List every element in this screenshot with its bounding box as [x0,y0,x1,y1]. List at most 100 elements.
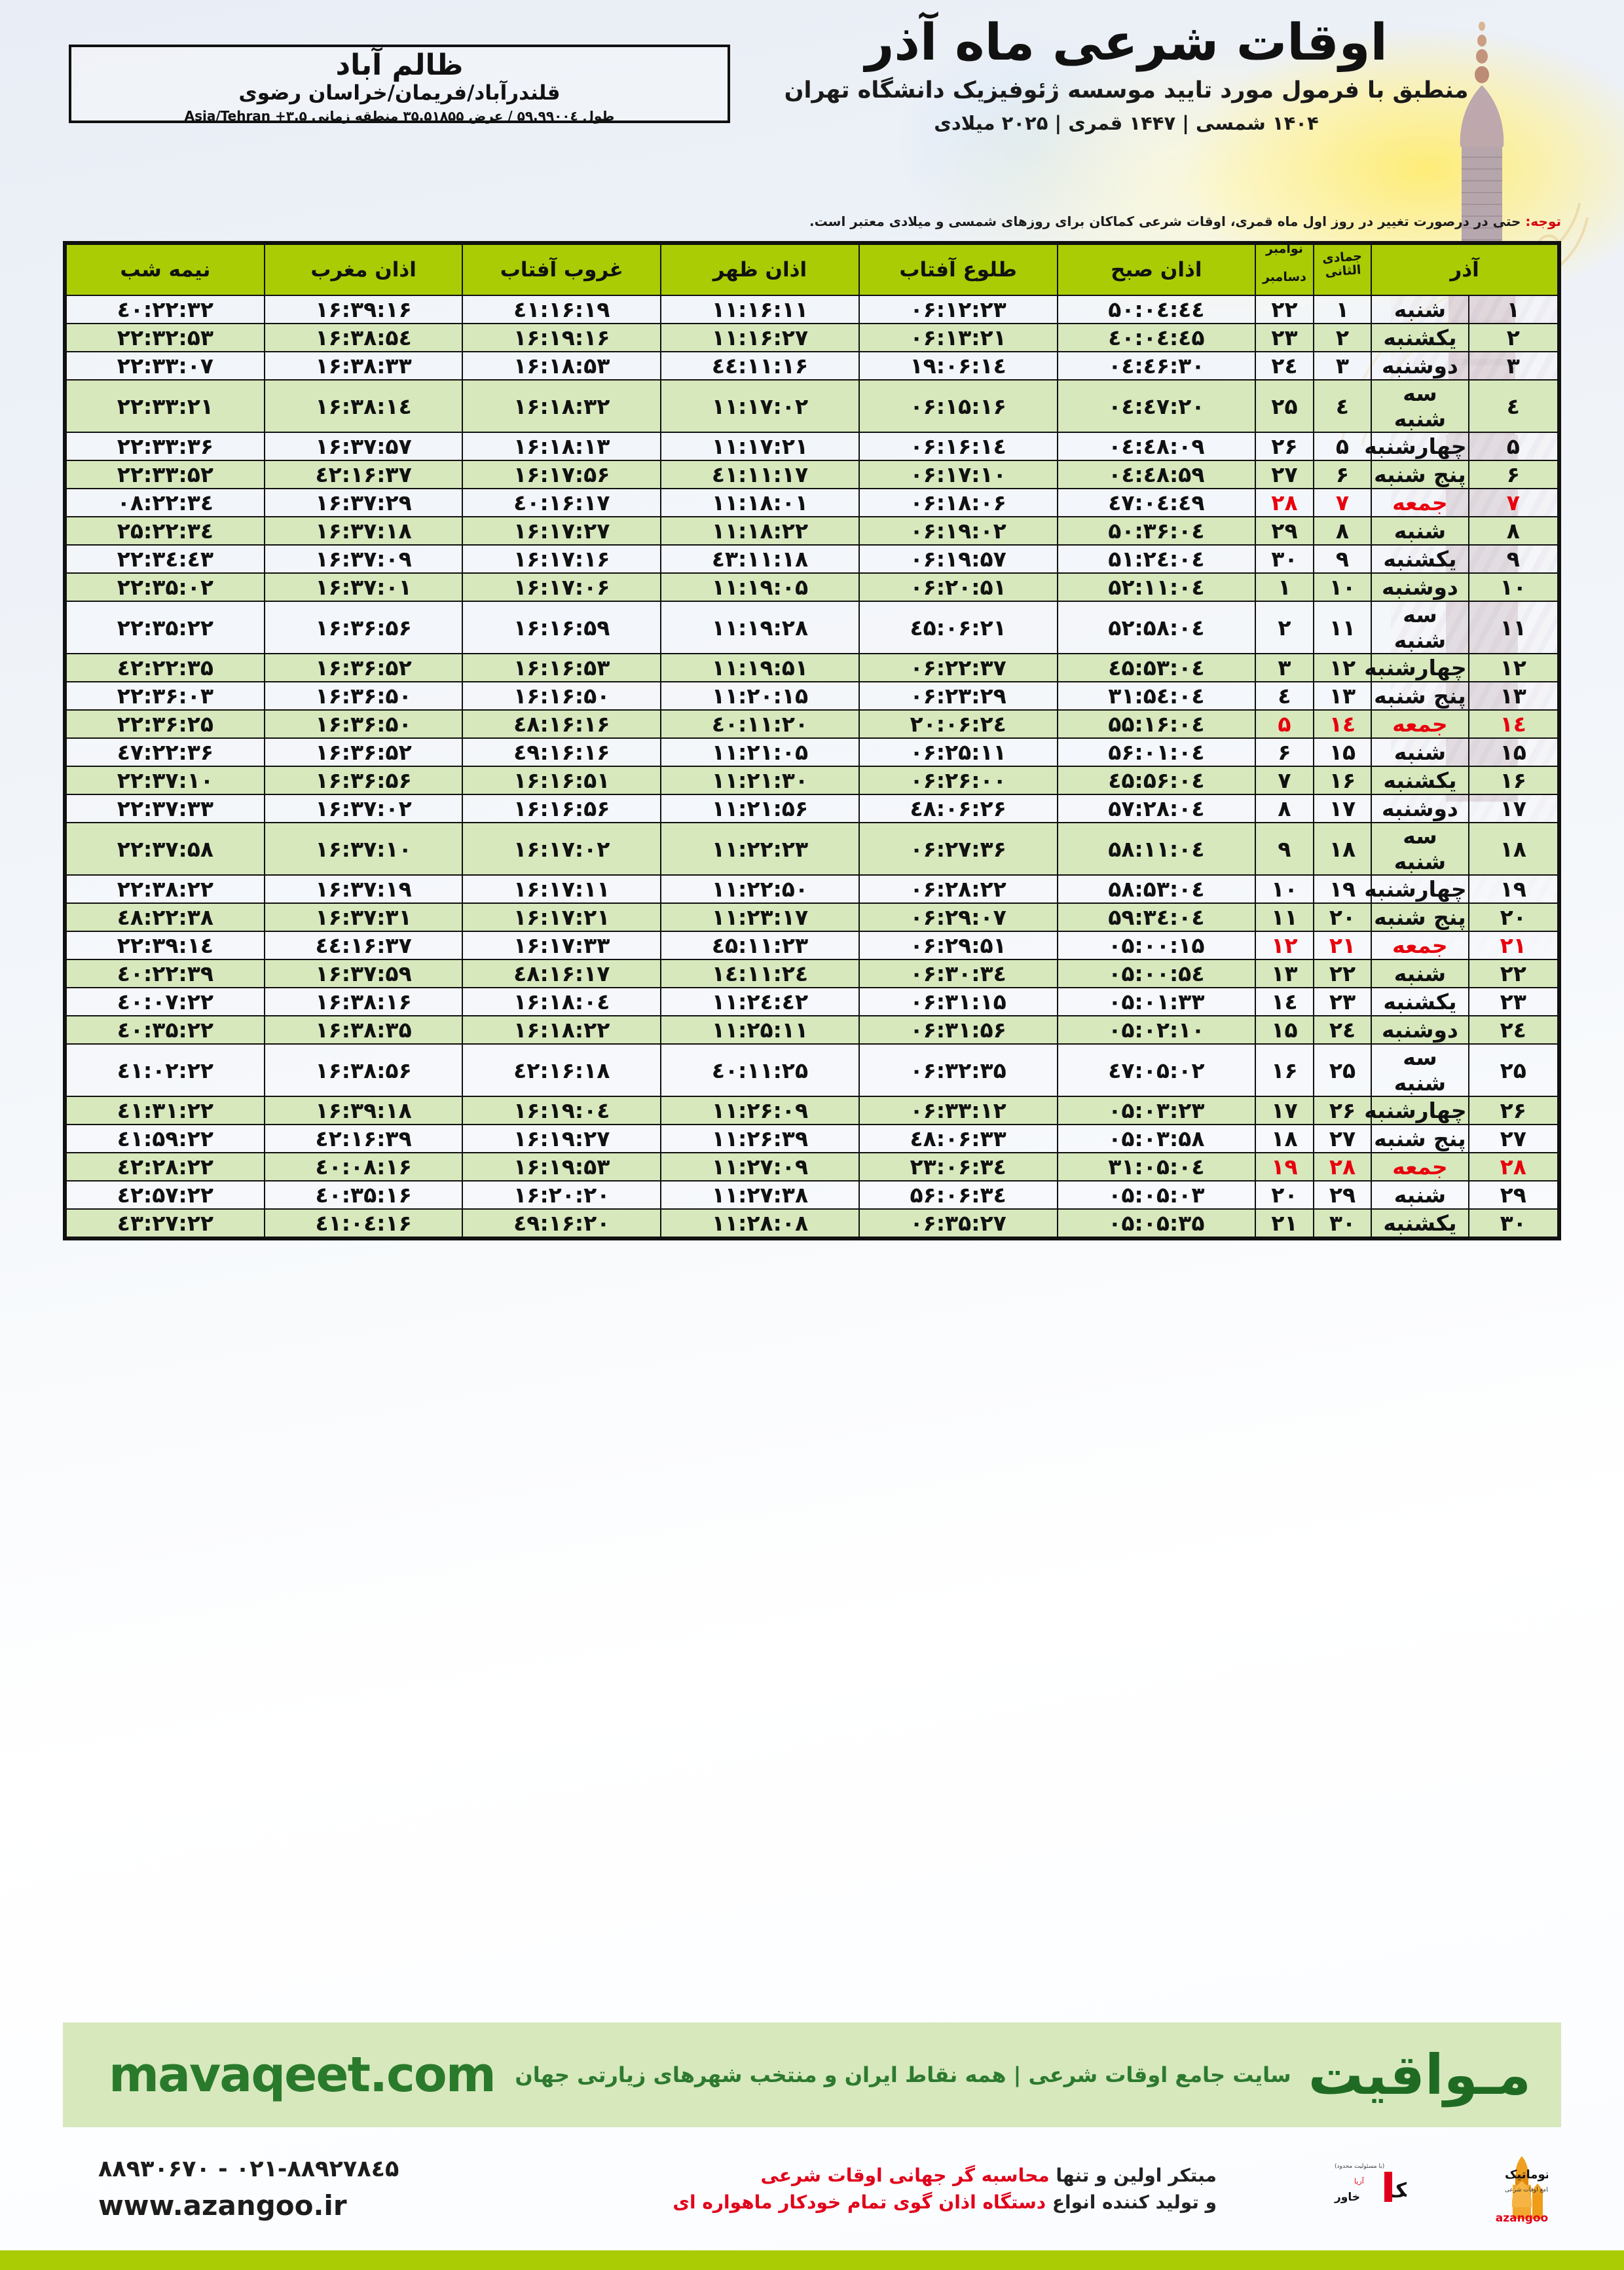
page-header: اوقات شرعی ماه آذر منطبق با فرمول مورد ت… [0,0,1624,196]
cell-sunrise: ۰۶:۱۵:۱۶ [858,379,1058,433]
cell-midnight: ۲۲:۳۸:٤۸ [65,902,265,932]
table-row: ۱۸ سه شنبه ۱۸ ۹ ۰٤:۵۸:۱۱ ۰۶:۲۷:۳۶ ۱۱:۲۲:۲۳ ۱۶:۱… [65,822,1559,876]
cell-dhuhr: ۱۱:۲۱:۵۶ [660,794,860,823]
svg-text:خاور: خاور [1334,2191,1360,2204]
cell-midnight: ۲۲:٤۰:۳۵ [65,1015,265,1045]
cell-maghrib: ۱۶:۳۶:۵۲ [263,653,464,682]
cell-fajr: ۰٤:۵۹:۳٤ [1056,902,1257,932]
cell-hijri-day: ۱۱ [1312,601,1373,654]
cell-persian-day: ۱۹ [1467,874,1559,904]
cell-midnight: ۲۲:۳۸:۲۲ [65,874,265,904]
cell-midnight: ۲۲:۳۹:٤۰ [65,959,265,988]
table-row: ۱۱ سه شنبه ۱۱ ۲ ۰٤:۵۲:۵۸ ۰۶:۲۱:٤۵ ۱۱:۱۹:۲۸ ۱۶:۱… [65,601,1559,654]
table-row: ۹ یکشنبه ۹ ۳۰ ۰٤:۵۱:۲٤ ۰۶:۱۹:۵۷ ۱۱:۱۸:٤۳ ۱۶:۱۷:… [65,544,1559,574]
cell-weekday: سه شنبه [1371,379,1469,433]
cell-hijri-day: ۲ [1312,323,1373,352]
cell-hijri-day: ۲۸ [1312,1152,1373,1182]
cell-hijri-day: ۹ [1312,544,1373,574]
cell-hijri-day: ۱۹ [1312,874,1373,904]
cell-sunset: ۱۶:۱۸:۱۳ [462,432,662,461]
cell-fajr: ۰۵:۰۳:۲۳ [1056,1096,1257,1125]
cell-gregorian-day: ۱۲ [1255,931,1314,960]
cell-gregorian-day: ۲۶ [1255,432,1314,461]
table-row: ۲۳ یکشنبه ۲۳ ۱٤ ۰۵:۰۱:۳۳ ۰۶:۳۱:۱۵ ۱۱:۲٤:٤۲ ۱۶:۱… [65,987,1559,1016]
cell-midnight: ۲۲:٤۱:۵۹ [65,1124,265,1153]
cell-sunrise: ۰۶:۲۶:۰۰ [858,766,1058,795]
cell-fajr: ۰٤:۵۱:۲٤ [1056,544,1257,574]
cell-maghrib: ۱۶:۳۷:۵۹ [263,959,464,988]
cell-weekday: شنبه [1371,1180,1469,1210]
cell-sunrise: ۰۶:۲۲:۳۷ [858,653,1058,682]
cell-gregorian-day: ۶ [1255,737,1314,767]
cell-persian-day: ۱۳ [1467,681,1559,711]
cell-sunset: ۱۶:۲۰:۲۰ [462,1180,662,1210]
cell-hijri-day: ۲۶ [1312,1096,1373,1125]
cell-midnight: ۲۲:۳۲:٤۰ [65,295,265,324]
cell-maghrib: ۱۶:۳۶:۵۰ [263,681,464,711]
cell-weekday: سه شنبه [1371,822,1469,876]
cell-hijri-day: ۷ [1312,488,1373,517]
table-row: ۳۰ یکشنبه ۳۰ ۲۱ ۰۵:۰۵:۳۵ ۰۶:۳۵:۲۷ ۱۱:۲۸:۰۸ ۱۶:۲… [65,1208,1559,1238]
table-body: ۱ شنبه ۱ ۲۲ ۰٤:٤٤:۵۰ ۰۶:۱۲:۲۳ ۱۱:۱۶:۱۱ ۱۶:۱۹:٤۱… [65,295,1559,1238]
cell-sunset: ۱۶:۱۹:۱۶ [462,323,662,352]
cell-fajr: ۰۵:۰۱:۳۳ [1056,987,1257,1016]
cell-midnight: ۲۲:۳۲:۵۳ [65,323,265,352]
cell-sunrise: ۰۶:۱۹:۵۷ [858,544,1058,574]
cell-midnight: ۲۲:۳۳:۰۷ [65,351,265,381]
brand-website[interactable]: mavaqeet.com [109,2047,496,2103]
contact-website[interactable]: www.azangoo.ir [98,2189,347,2222]
cell-sunset: ۱۶:۱۷:۳۳ [462,931,662,960]
cell-weekday: شنبه [1371,737,1469,767]
cell-dhuhr: ۱۱:۱۸:۰۱ [660,488,860,517]
table-row: ۱۲ چهارشنبه ۱۲ ۳ ۰٤:۵۳:٤۵ ۰۶:۲۲:۳۷ ۱۱:۱۹:۵۱ ۱۶:… [65,653,1559,682]
cell-midnight: ۲۲:۳۷:۵۸ [65,822,265,876]
cell-sunset: ۱۶:۱۸:۲۲ [462,1015,662,1045]
cell-midnight: ۲۲:۳۳:۳۶ [65,432,265,461]
table-row: ۲۰ پنج شنبه ۲۰ ۱۱ ۰٤:۵۹:۳٤ ۰۶:۲۹:۰۷ ۱۱:۲۳:۱۷ ۱۶… [65,902,1559,932]
col-header-dhuhr: اذان ظهر [660,244,860,296]
cell-sunset: ۱۶:۱۷:٤۰ [462,488,662,517]
location-city: ظالم آباد [335,48,464,82]
cell-weekday: یکشنبه [1371,323,1469,352]
cell-sunrise: ۰۶:۱۹:۰۲ [858,516,1058,546]
cell-persian-day: ۲۸ [1467,1152,1559,1182]
cell-persian-day: ۵ [1467,432,1559,461]
cell-maghrib: ۱۶:۳۸:۱۶ [263,987,464,1016]
cell-gregorian-day: ۱۵ [1255,1015,1314,1045]
cell-gregorian-day: ۸ [1255,794,1314,823]
cell-weekday: دوشنبه [1371,572,1469,602]
cell-fajr: ۰۵:۰۲:۱۰ [1056,1015,1257,1045]
table-row: ۲۶ چهارشنبه ۲۶ ۱۷ ۰۵:۰۳:۲۳ ۰۶:۳۳:۱۲ ۱۱:۲۶:۰۹ ۱۶… [65,1096,1559,1125]
cell-midnight: ۲۲:۳۶:۰۳ [65,681,265,711]
cell-fajr: ۰٤:٤٤:۵۰ [1056,295,1257,324]
cell-dhuhr: ۱۱:۲۵:۱۱ [660,1015,860,1045]
cell-midnight: ۲۲:۳۹:۱٤ [65,931,265,960]
cell-persian-day: ٤ [1467,379,1559,433]
rayaneek-logo-icon: رایانیک خاور آریا (با مسئولیت محدود) [1256,2153,1455,2225]
cell-midnight: ۲۲:٤۱:۰۲ [65,1043,265,1097]
cell-sunset: ۱۶:۱۶:۵۶ [462,794,662,823]
cell-sunset: ۱۶:۱۹:۵۳ [462,1152,662,1182]
col-header-gregorian: نوامبر دسامبر [1255,242,1314,296]
cell-gregorian-day: ۲۷ [1255,460,1314,489]
cell-sunrise: ۰۶:۱۷:۱۰ [858,460,1058,489]
cell-hijri-day: ۱۳ [1312,681,1373,711]
col-header-hijri: جمادی الثانی [1312,244,1373,296]
cell-weekday: دوشنبه [1371,1015,1469,1045]
cell-gregorian-day: ۱۱ [1255,902,1314,932]
notice-body: حتی در درصورت تغییر در روز اول ماه قمری،… [809,214,1521,229]
cell-persian-day: ۱۵ [1467,737,1559,767]
col-header-persian-month: آذر [1371,244,1559,296]
cell-sunset: ۱۶:۱۹:٤۱ [462,295,662,324]
cell-sunset: ۱۶:۱۶:٤۹ [462,737,662,767]
cell-sunset: ۱۶:۱۷:۲۱ [462,902,662,932]
cell-persian-day: ۱۷ [1467,794,1559,823]
cell-hijri-day: ۱۵ [1312,737,1373,767]
cell-sunset: ۱۶:۱۷:۱۶ [462,544,662,574]
cell-sunrise: ۰۶:۳۳:۱۲ [858,1096,1058,1125]
cell-gregorian-day: ۱۰ [1255,874,1314,904]
cell-fajr: ۰۵:۰۵:۰۳ [1056,1180,1257,1210]
table-row: ۱۶ یکشنبه ۱۶ ۷ ۰٤:۵۶:٤۵ ۰۶:۲۶:۰۰ ۱۱:۲۱:۳۰ ۱۶:۱۶… [65,766,1559,795]
cell-fajr: ۰٤:۵۲:۱۱ [1056,572,1257,602]
